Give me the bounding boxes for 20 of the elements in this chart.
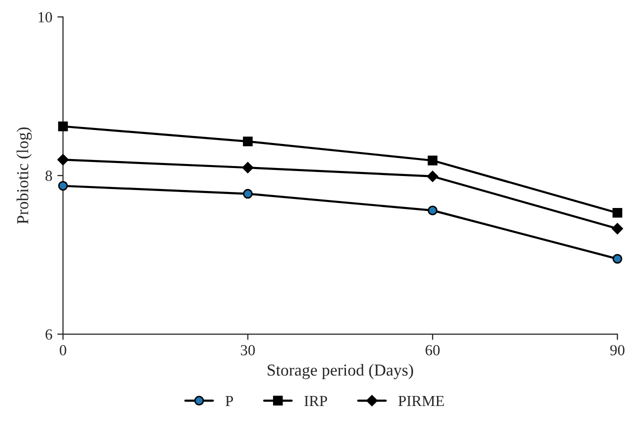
point	[428, 156, 438, 166]
x-axis-title: Storage period (Days)	[268, 364, 414, 380]
point	[426, 170, 438, 182]
legend-label: P	[226, 396, 233, 406]
y-tick-label: 6	[46, 329, 52, 340]
legend-label: PIRME	[398, 396, 444, 406]
point	[612, 208, 622, 218]
y-axis-title: Probiotic (log)	[16, 127, 32, 224]
y-tick-label: 8	[46, 170, 52, 181]
x-tick-label: 0	[60, 345, 66, 356]
point	[58, 122, 68, 132]
point	[612, 223, 624, 234]
legend-label: IRP	[304, 396, 328, 406]
point	[57, 154, 69, 166]
x-tick-label: 90	[610, 345, 624, 356]
y-tick-label: 10	[38, 12, 52, 22]
point	[242, 162, 254, 174]
x-tick-label: 30	[240, 345, 255, 356]
point	[242, 136, 253, 146]
x-tick-label: 60	[426, 345, 440, 356]
